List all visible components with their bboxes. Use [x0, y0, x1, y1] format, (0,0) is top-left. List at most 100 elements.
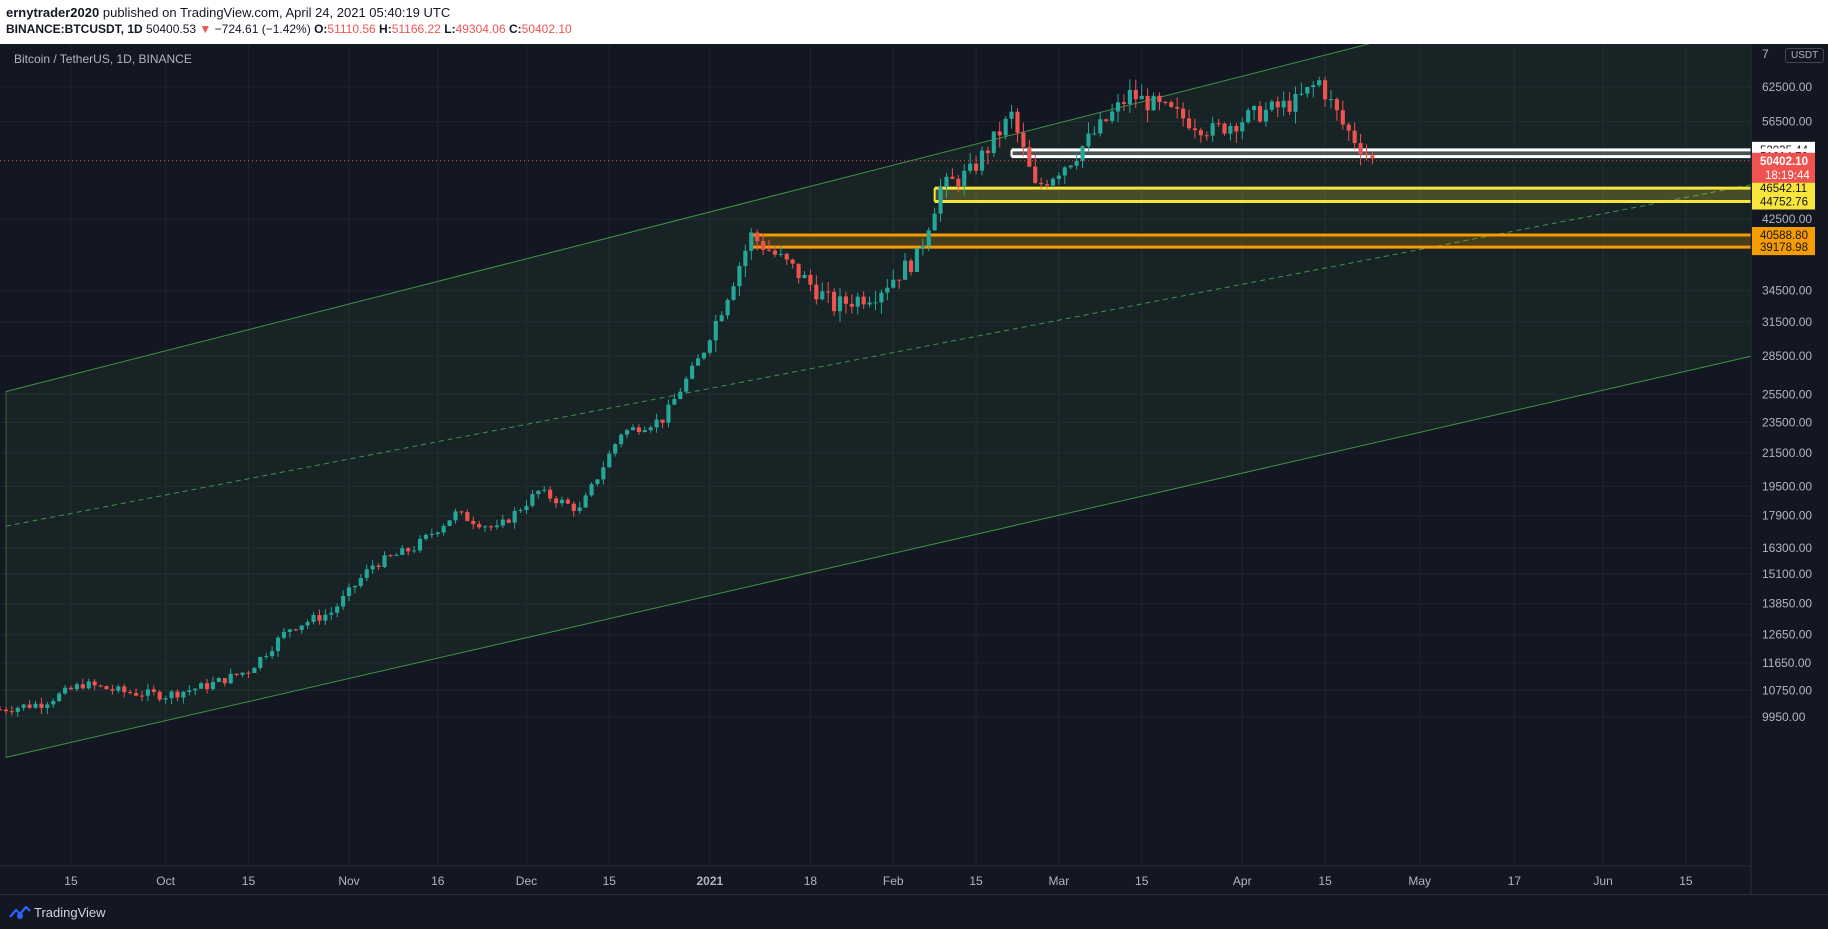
candle-body: [1317, 80, 1322, 86]
candle-body: [1305, 86, 1310, 94]
open-value: 51110.56: [327, 22, 376, 36]
candle-body: [613, 444, 618, 454]
channel-fill: [6, 44, 1751, 758]
candle-body: [897, 279, 902, 281]
candle-body: [731, 286, 736, 300]
channel-area: [6, 44, 1751, 758]
candle-body: [453, 511, 458, 521]
time-tick-label: Jun: [1593, 874, 1612, 888]
candle-body: [1163, 102, 1168, 104]
candle-body: [1175, 106, 1180, 109]
candle-body: [962, 170, 967, 187]
candle-body: [412, 550, 417, 552]
candle-body: [471, 520, 476, 525]
candle-body: [204, 683, 210, 690]
candle-body: [323, 614, 328, 621]
tradingview-brand[interactable]: TradingView: [34, 905, 106, 920]
candle-body: [778, 253, 783, 255]
candle-body: [920, 245, 925, 249]
candle-body: [914, 248, 919, 272]
candle-body: [222, 678, 227, 684]
time-tick-label: Feb: [883, 874, 904, 888]
candle-body: [1240, 122, 1245, 132]
zone-yellow-fill: [934, 188, 1751, 202]
candle-body: [873, 302, 878, 304]
candle-body: [619, 434, 624, 445]
currency-badge[interactable]: USDT: [1785, 48, 1825, 63]
candle-body: [51, 701, 56, 705]
candle-body: [169, 691, 174, 699]
chart-symbol-label: Bitcoin / TetherUS, 1D, BINANCE: [14, 52, 192, 66]
footer-bar: TradingView: [0, 894, 1828, 929]
candle-body: [447, 520, 452, 526]
candle-body: [199, 683, 204, 689]
candle-body: [1080, 146, 1085, 161]
candle-body: [1370, 155, 1375, 159]
candle-body: [1275, 101, 1280, 108]
candle-body: [287, 629, 292, 632]
candle-body: [518, 510, 523, 512]
high-value: 51166.22: [391, 22, 441, 36]
time-tick-label: 15: [1679, 874, 1693, 888]
candle-body: [997, 131, 1002, 136]
candle-body: [477, 524, 482, 528]
price-tick-label: 9950.00: [1762, 710, 1806, 724]
candle-body: [950, 176, 955, 179]
price-tick-label: 15100.00: [1762, 567, 1812, 581]
candle-body: [713, 321, 718, 341]
candle-body: [559, 499, 565, 504]
last-price: 50400.53: [146, 22, 197, 36]
candle-body: [991, 131, 996, 153]
price-chart[interactable]: 62500.00 56500.00 42500.00 34500.00 31500.00…: [0, 44, 1828, 894]
time-tick-label: 15: [969, 874, 983, 888]
candle-body: [707, 340, 712, 353]
candle-body: [1169, 102, 1174, 107]
candle-body: [1009, 111, 1014, 119]
candle-body: [630, 427, 636, 431]
candle-body: [1074, 160, 1079, 166]
candle-body: [725, 299, 730, 316]
candle-body: [68, 687, 74, 690]
candle-body: [39, 703, 44, 708]
chart-area[interactable]: 62500.00 56500.00 42500.00 34500.00 31500.00…: [0, 44, 1828, 894]
price-axis-tags: 52035.4451014.7946542.1144752.7640588.80…: [1752, 141, 1815, 256]
candle-body: [766, 249, 772, 251]
zone-orange-fill: [751, 234, 1751, 248]
time-tick-label: Oct: [156, 874, 175, 888]
candle-body: [3, 709, 8, 712]
candle-body: [1139, 95, 1144, 100]
author-name[interactable]: ernytrader2020: [6, 5, 100, 20]
time-tick-label: 15: [64, 874, 78, 888]
price-axis-ticks: 62500.00 56500.00 42500.00 34500.00 31500.00…: [1762, 80, 1812, 724]
candle-body: [1311, 85, 1316, 87]
candle-body: [364, 569, 369, 579]
price-tick-label: 19500.00: [1762, 479, 1812, 493]
candle-body: [784, 253, 789, 260]
candle-body: [1003, 118, 1008, 136]
candle-body: [329, 612, 334, 615]
candle-body: [885, 287, 890, 293]
candle-body: [1068, 165, 1073, 168]
candle-body: [1050, 178, 1056, 186]
time-tick-label: 15: [1318, 874, 1332, 888]
candle-body: [299, 625, 304, 630]
candle-body: [63, 687, 68, 694]
candle-body: [932, 213, 937, 231]
candle-body: [488, 526, 494, 528]
price-tick-label: 62500.00: [1762, 80, 1812, 94]
candle-body: [601, 467, 606, 480]
candle-body: [1358, 143, 1363, 155]
candle-body: [542, 489, 547, 491]
candle-body: [21, 704, 26, 708]
bar-countdown-label: 18:19:44: [1765, 170, 1810, 182]
candle-body: [654, 419, 659, 428]
candle-body: [548, 489, 553, 499]
candle-body: [104, 686, 109, 690]
support-resistance-zones[interactable]: [750, 148, 1751, 249]
candle-body: [483, 526, 488, 528]
candle-body: [210, 681, 216, 690]
tradingview-logo-icon[interactable]: [8, 904, 32, 920]
candle-body: [1027, 147, 1032, 167]
candle-body: [1228, 126, 1233, 134]
candle-body: [122, 686, 127, 693]
